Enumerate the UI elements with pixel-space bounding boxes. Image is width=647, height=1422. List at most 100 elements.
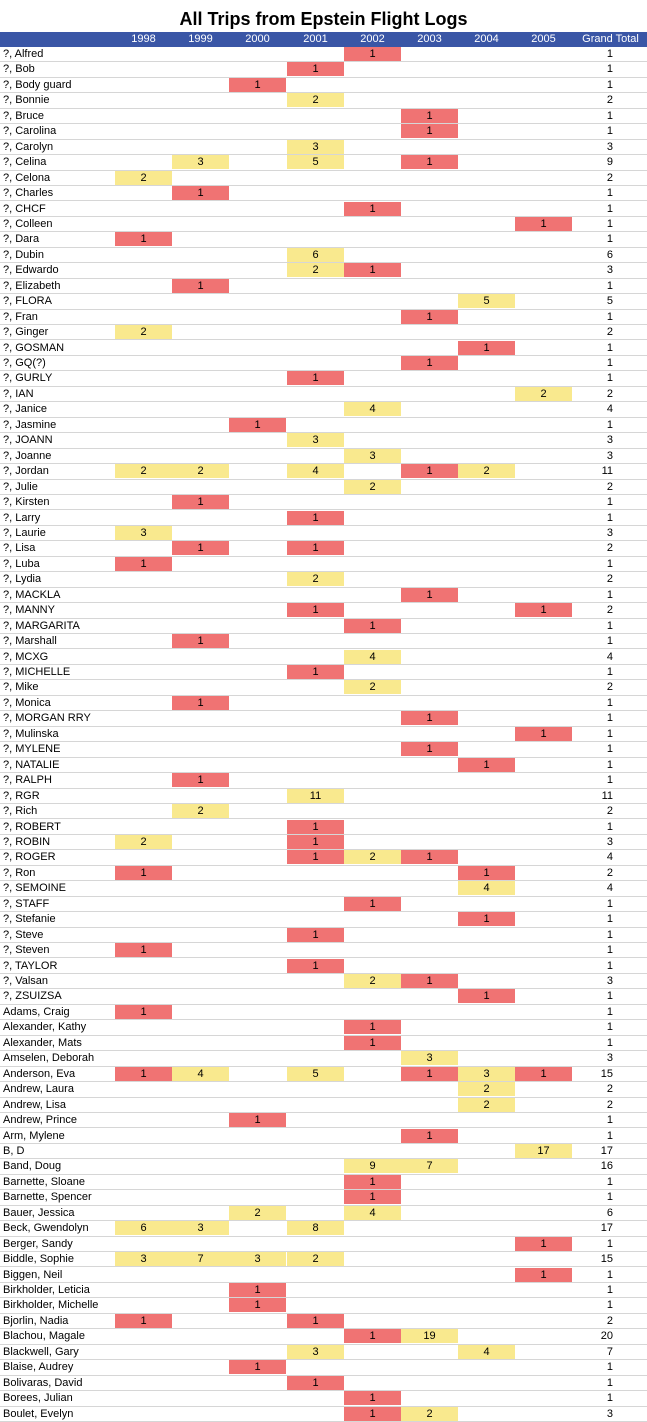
- cell-2001: 1: [287, 510, 344, 525]
- grand-total-cell: 1: [606, 774, 613, 787]
- table-row: ?, JOANN 3 3: [0, 433, 647, 449]
- cell-2001: 5: [287, 1066, 344, 1081]
- table-row: Adams, Craig 1 1: [0, 1004, 647, 1021]
- cell-2004: 4: [458, 1344, 515, 1359]
- cell-1998: 1: [115, 1004, 172, 1019]
- cell-1998: 1: [115, 1066, 172, 1081]
- grand-total-cell: 3: [606, 526, 613, 539]
- column-header-2002: 2002: [360, 33, 385, 45]
- cell-2005: 17: [515, 1143, 572, 1158]
- grand-total-cell: 1: [606, 1268, 613, 1281]
- table-row: Biggen, Neil 1 1: [0, 1267, 647, 1283]
- cell-2003: 1: [401, 711, 458, 726]
- grand-total-cell: 9: [606, 156, 613, 169]
- row-name: Bolivaras, David: [3, 1376, 83, 1389]
- row-name: Birkholder, Michelle: [3, 1299, 99, 1312]
- cell-2001: 1: [287, 850, 344, 865]
- cell-1999: 1: [172, 186, 229, 201]
- table-row: Arm, Mylene 1 1: [0, 1128, 647, 1144]
- cell-2002: 1: [344, 1406, 401, 1421]
- table-row: ?, CHCF 1 1: [0, 201, 647, 217]
- table-row: ?, Bob 1 1: [0, 62, 647, 78]
- row-name: ?, Steve: [3, 928, 44, 941]
- table-row: ?, Bruce 1 1: [0, 108, 647, 125]
- column-header-2000: 2000: [245, 33, 270, 45]
- cell-2005: 1: [515, 1066, 572, 1081]
- cell-2001: 1: [287, 371, 344, 386]
- row-name: ?, STAFF: [3, 897, 50, 910]
- grand-total-cell: 1: [606, 619, 613, 632]
- grand-total-cell: 2: [606, 604, 613, 617]
- cell-1999: 3: [172, 155, 229, 170]
- grand-total-cell: 3: [606, 835, 613, 848]
- grand-total-cell: 2: [606, 573, 613, 586]
- table-row: ?, Edwardo 2 1 3: [0, 263, 647, 279]
- row-name: ?, GURLY: [3, 372, 53, 385]
- table-row: ?, MYLENE 1 1: [0, 742, 647, 758]
- table-row: ?, Bonnie 2 2: [0, 93, 647, 109]
- row-name: ?, Valsan: [3, 975, 49, 987]
- table-row: ?, Mulinska 1 1: [0, 726, 647, 743]
- column-header-grand-total: Grand Total: [582, 33, 639, 45]
- grand-total-cell: 20: [600, 1330, 613, 1343]
- grand-total-cell: 1: [606, 913, 613, 926]
- cell-1998: 2: [115, 464, 172, 479]
- cell-2001: 1: [287, 62, 344, 77]
- table-row: ?, Jordan 2 2 4 1 2 11: [0, 464, 647, 480]
- cell-2003: 1: [401, 1066, 458, 1081]
- cell-2001: 1: [287, 665, 344, 679]
- cell-2003: 2: [401, 1406, 458, 1421]
- grand-total-cell: 2: [606, 805, 613, 818]
- grand-total-cell: 2: [606, 542, 613, 555]
- row-name: Barnette, Sloane: [3, 1175, 85, 1188]
- cell-1999: 1: [172, 541, 229, 556]
- table-row: ?, Alfred 1 1: [0, 47, 647, 63]
- grand-total-cell: 1: [606, 1005, 613, 1018]
- table-row: Bauer, Jessica 2 4 6: [0, 1205, 647, 1222]
- table-row: ?, STAFF 1 1: [0, 896, 647, 913]
- row-name: ?, MORGAN RRY: [3, 712, 91, 725]
- table-row: Barnette, Spencer 1 1: [0, 1190, 647, 1206]
- grand-total-cell: 3: [606, 1407, 613, 1420]
- cell-2002: 1: [344, 1190, 401, 1205]
- chart-title: All Trips from Epstein Flight Logs: [179, 9, 468, 29]
- grand-total-cell: 1: [606, 588, 613, 601]
- grand-total-cell: 1: [606, 202, 613, 215]
- cell-2002: 4: [344, 649, 401, 664]
- table-row: ?, IAN 2 2: [0, 386, 647, 403]
- row-name: ?, IAN: [3, 387, 34, 400]
- row-name: ?, Fran: [3, 310, 38, 323]
- row-name: ?, JOANN: [3, 434, 53, 447]
- grand-total-cell: 1: [606, 63, 613, 76]
- cell-2002: 2: [344, 974, 401, 988]
- grand-total-cell: 15: [600, 1067, 613, 1080]
- table-row: ?, Celina 3 5 1 9: [0, 155, 647, 171]
- cell-2003: 1: [401, 587, 458, 602]
- grand-total-cell: 1: [606, 1299, 613, 1312]
- cell-1998: 1: [115, 943, 172, 958]
- row-name: Arm, Mylene: [3, 1129, 65, 1142]
- cell-2002: 1: [344, 896, 401, 911]
- grand-total-cell: 11: [601, 465, 613, 478]
- grand-total-cell: 1: [606, 959, 613, 972]
- cell-2001: 1: [287, 1375, 344, 1390]
- row-name: Borees, Julian: [3, 1392, 73, 1405]
- grand-total-cell: 1: [606, 557, 613, 570]
- cell-1998: 2: [115, 834, 172, 849]
- row-name: Blachou, Magale: [3, 1330, 85, 1343]
- grand-total-cell: 1: [606, 1361, 613, 1374]
- cell-2004: 1: [458, 912, 515, 927]
- grand-total-cell: 2: [606, 866, 613, 879]
- row-name: ?, Joanne: [3, 449, 52, 462]
- cell-1998: 1: [115, 865, 172, 880]
- table-row: Alexander, Mats 1 1: [0, 1035, 647, 1052]
- cell-2002: 2: [344, 850, 401, 865]
- row-name: ?, ZSUIZSA: [3, 990, 62, 1003]
- grand-total-cell: 1: [606, 279, 613, 292]
- cell-2004: 2: [458, 464, 515, 479]
- cell-1999: 3: [172, 1221, 229, 1236]
- row-name: ?, Mulinska: [3, 727, 59, 740]
- cell-2002: 9: [344, 1159, 401, 1174]
- table-row: ?, GURLY 1 1: [0, 371, 647, 387]
- row-name: Bjorlin, Nadia: [3, 1314, 69, 1327]
